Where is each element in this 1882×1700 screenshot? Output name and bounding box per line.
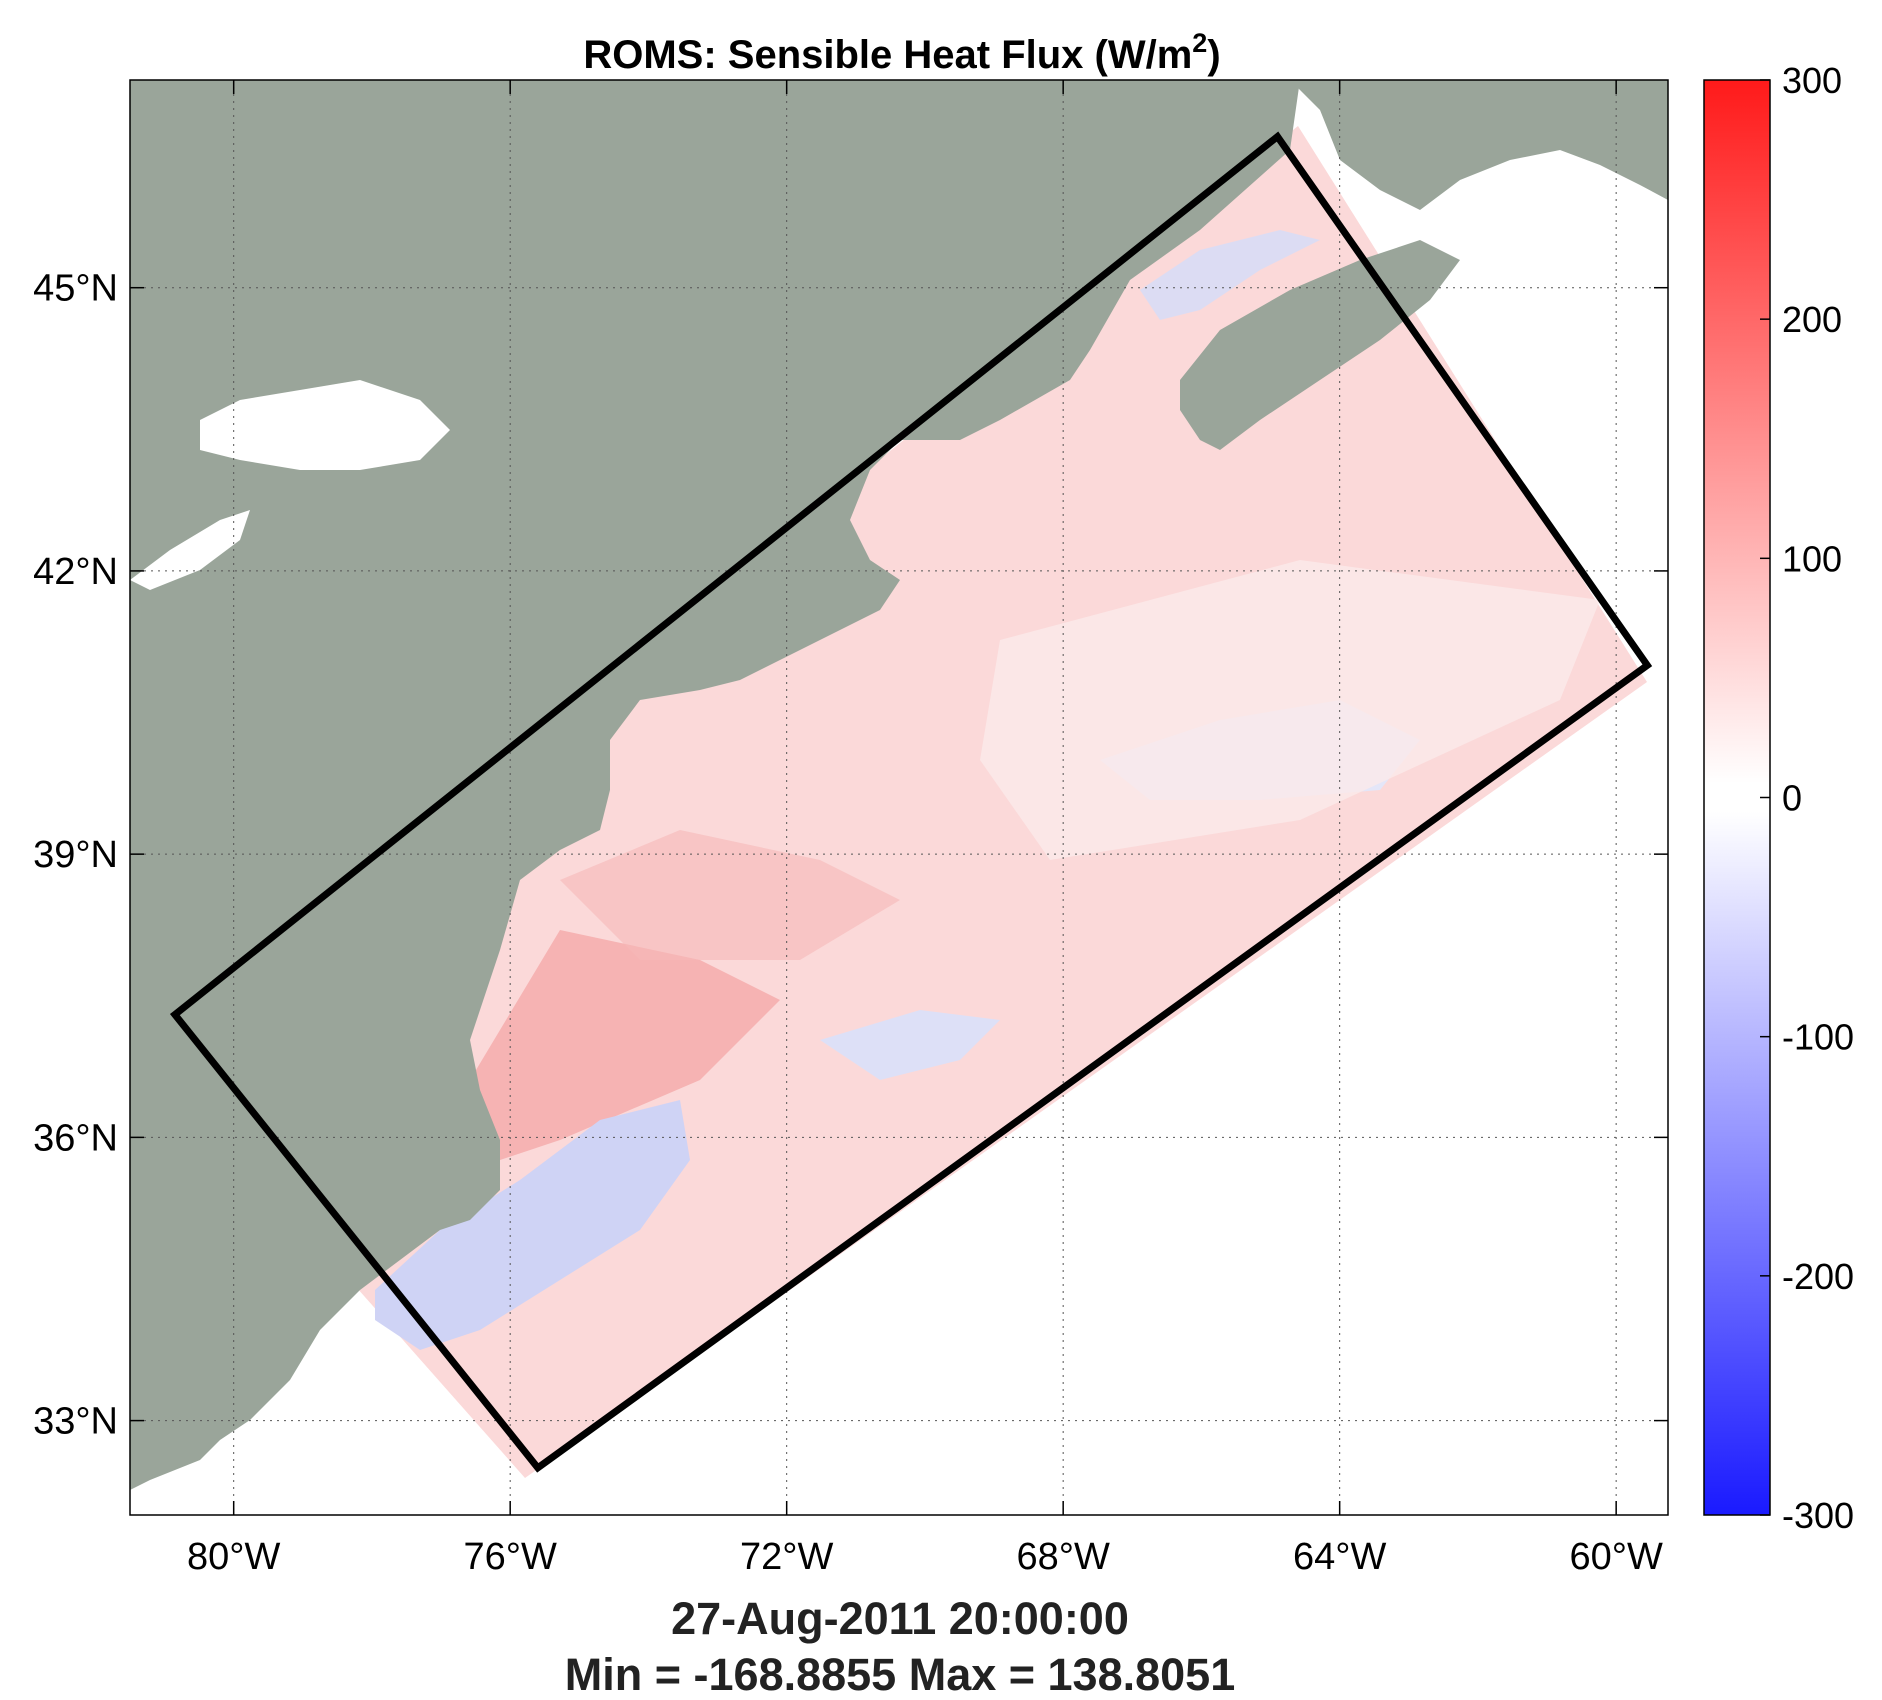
colorbar-tick-label-1: 200 (1782, 299, 1842, 340)
y-tick-label-4: 33°N (33, 1401, 118, 1443)
map-title-superscript: 2 (1192, 28, 1207, 58)
lake-erie (130, 510, 250, 590)
x-tick-label-2: 72°W (740, 1536, 833, 1578)
map-title-close: ) (1207, 33, 1220, 77)
map-frame (129, 79, 1669, 1516)
colorbar-tick-label-3: 0 (1782, 778, 1802, 819)
map-datetime: 27-Aug-2011 20:00:00 (671, 1593, 1129, 1644)
land-north-america (130, 80, 1668, 600)
y-tick-label-2: 39°N (33, 834, 118, 876)
colorbar: 300 200 100 0 -100 -200 -300 (1703, 60, 1854, 1536)
positive-flux-zone-2 (560, 830, 900, 960)
colorbar-tick-label-0: 300 (1782, 60, 1842, 101)
y-tick-label-0: 45°N (33, 268, 118, 310)
x-tick-label-4: 64°W (1293, 1536, 1386, 1578)
map-title-main: ROMS: Sensible Heat Flux (W/m (583, 33, 1192, 77)
colorbar-gradient (1703, 79, 1771, 1516)
colorbar-tick-label-5: -200 (1782, 1256, 1854, 1297)
negative-flux-zone-2 (820, 1010, 1000, 1080)
positive-flux-zone (470, 930, 780, 1160)
map-area (130, 80, 1668, 1515)
x-tick-label-0: 80°W (187, 1536, 280, 1578)
colorbar-tick-label-6: -300 (1782, 1495, 1854, 1536)
y-axis: 45°N 42°N 39°N 36°N 33°N (33, 268, 1668, 1443)
x-tick-label-5: 60°W (1569, 1536, 1662, 1578)
colorbar-tick-label-2: 100 (1782, 538, 1842, 579)
colorbar-tick-label-4: -100 (1782, 1017, 1854, 1058)
colorbar-ticks: 300 200 100 0 -100 -200 -300 (1760, 60, 1854, 1536)
neutral-flux-zone (980, 560, 1600, 860)
x-tick-label-1: 76°W (464, 1536, 557, 1578)
model-domain-box (169, 131, 1653, 1473)
negative-flux-zone (375, 1100, 690, 1350)
grid-lines (130, 80, 1668, 1515)
great-lakes (200, 380, 450, 470)
y-tick-label-3: 36°N (33, 1117, 118, 1159)
map-min-max: Min = -168.8855 Max = 138.8051 (565, 1649, 1235, 1700)
y-tick-label-1: 42°N (33, 551, 118, 593)
bay-of-fundy (1140, 230, 1320, 320)
x-tick-label-3: 68°W (1016, 1536, 1109, 1578)
map-title: ROMS: Sensible Heat Flux (W/m2) (583, 28, 1220, 77)
x-axis: 80°W 76°W 72°W 68°W 64°W 60°W (187, 80, 1663, 1578)
